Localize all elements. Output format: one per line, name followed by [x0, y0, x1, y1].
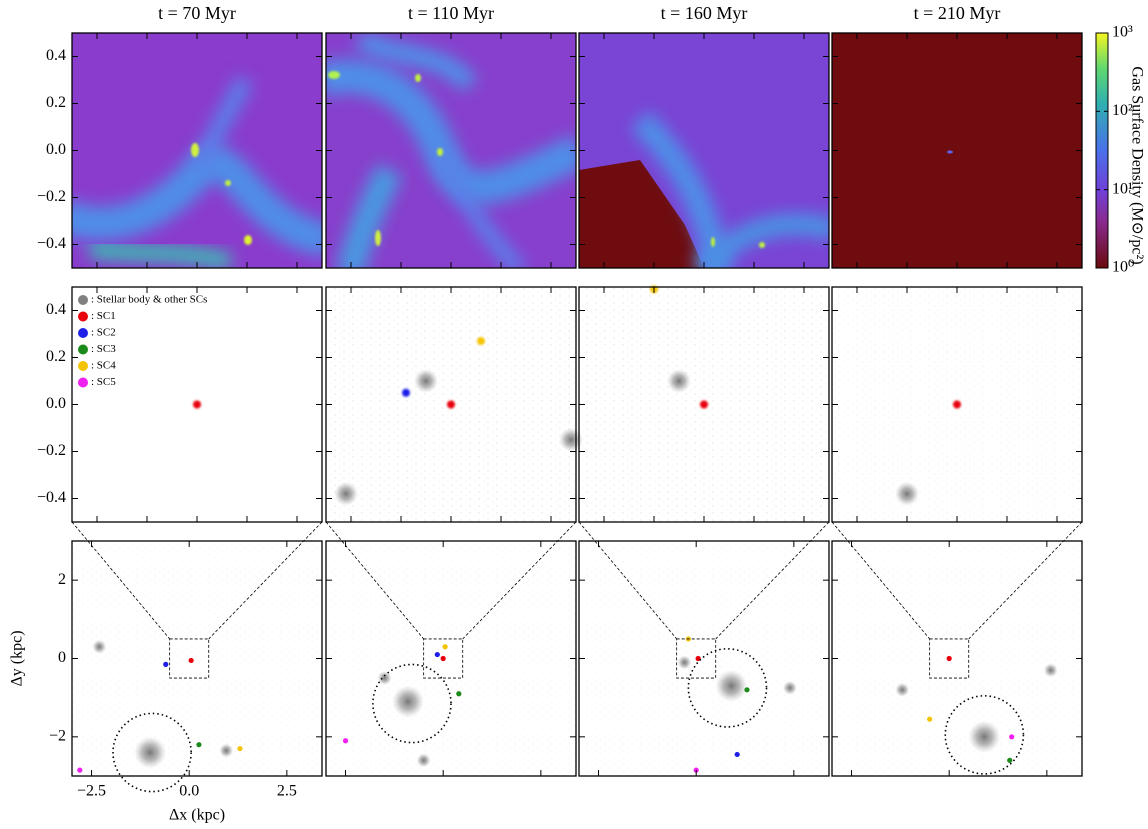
y-tick-label: 2: [58, 571, 66, 588]
colorbar-tick-label: 10⁰: [1112, 259, 1134, 276]
stellar-blob: [895, 682, 910, 697]
sc-point: [237, 745, 243, 752]
colorbar-label: Gas Surface Density (M⊙/pc²): [1128, 66, 1145, 264]
stellar-blob: [334, 481, 358, 506]
legend-label: : Stellar body & other SCs: [91, 294, 207, 306]
stellar-blob: [1043, 663, 1058, 678]
y-tick-label: −0.4: [37, 235, 66, 252]
legend-label: : SC3: [91, 343, 116, 355]
y-tick-label: 0.0: [46, 395, 66, 412]
sc-point: [442, 644, 448, 650]
y-tick-label: 0.2: [46, 94, 66, 111]
sc-point: [77, 767, 83, 773]
sc-point: [196, 742, 202, 748]
sc-point: [927, 716, 933, 722]
y-tick-label: 0: [58, 649, 66, 666]
zoom-box: [676, 638, 717, 679]
y-tick-label: −2: [49, 728, 66, 745]
stellar-blob: [968, 720, 1001, 753]
colorbar-tick-label: 10¹: [1112, 180, 1133, 197]
y-tick-label: 0.4: [46, 301, 66, 318]
sc-point: [700, 400, 708, 409]
halo-circle: [944, 695, 1025, 775]
x-tick-label: −2.5: [77, 783, 106, 800]
sc-point: [447, 400, 455, 409]
y-tick-label: −0.4: [37, 489, 66, 506]
stellar-blob: [782, 680, 797, 695]
zoom-box: [929, 638, 970, 679]
sc-point: [953, 400, 961, 409]
density-map: [326, 33, 576, 268]
x-axis-label: Δx (kpc): [169, 807, 225, 824]
sc-point: [402, 388, 410, 397]
panel-title: t = 70 Myr: [158, 3, 236, 23]
stellar-blob: [677, 655, 692, 670]
stellar-blob: [414, 369, 438, 393]
panel-title: t = 210 Myr: [914, 3, 1001, 23]
sc-point: [434, 651, 440, 658]
stellar-blob: [377, 671, 392, 686]
speck-texture: [72, 287, 1082, 776]
colorbar-tick-label: 10²: [1112, 102, 1133, 119]
x-tick-label: 0.0: [179, 783, 199, 800]
legend-marker: [78, 328, 88, 338]
halo-circle: [112, 712, 192, 793]
stellar-blob: [92, 639, 107, 654]
sc-point: [946, 655, 952, 662]
legend-marker: [78, 377, 88, 388]
legend-label: : SC5: [91, 376, 116, 388]
legend-marker: [78, 295, 88, 305]
density-map: [72, 33, 322, 268]
stellar-blob: [559, 427, 583, 452]
sc-point: [440, 655, 446, 662]
density-map: [832, 33, 1082, 268]
sc-point: [1009, 734, 1015, 740]
sc-point: [477, 337, 485, 346]
sc-point: [342, 738, 349, 744]
y-tick-label: 0.4: [46, 47, 66, 64]
zoom-box: [169, 638, 210, 679]
colorbar: [1095, 32, 1109, 269]
y-axis-label: Δy (kpc): [9, 630, 26, 686]
sc-point: [188, 657, 194, 664]
legend-marker: [78, 361, 88, 371]
legend-label: : SC4: [91, 360, 116, 372]
stellar-blob: [895, 481, 919, 506]
y-tick-label: 0.2: [46, 348, 66, 365]
sc-point: [193, 400, 201, 409]
y-tick-label: −0.2: [37, 188, 66, 205]
panel-title: t = 110 Myr: [408, 3, 494, 23]
stellar-blob: [715, 669, 748, 702]
panel-title: t = 160 Myr: [661, 3, 748, 23]
legend-label: : SC2: [91, 327, 116, 339]
stellar-blob: [667, 369, 691, 393]
sc-point: [734, 751, 740, 758]
legend-marker: [78, 311, 88, 322]
stellar-blob: [219, 743, 234, 758]
sc-point: [744, 687, 750, 693]
sc-point: [1007, 757, 1013, 763]
sc-point: [163, 661, 169, 667]
zoom-box: [423, 638, 464, 679]
sc-point: [456, 691, 462, 697]
halo-circle: [372, 663, 452, 744]
density-map: [579, 33, 829, 268]
y-tick-label: −0.2: [37, 442, 66, 459]
halo-circle: [687, 648, 768, 728]
legend-label: : SC1: [91, 310, 116, 322]
stellar-blob: [392, 685, 425, 718]
stellar-blob: [134, 736, 167, 769]
legend-marker: [78, 344, 88, 355]
y-tick-label: 0.0: [46, 141, 66, 158]
stellar-blob: [416, 753, 431, 768]
x-tick-label: 2.5: [277, 783, 297, 800]
colorbar-tick-label: 10³: [1112, 24, 1133, 41]
